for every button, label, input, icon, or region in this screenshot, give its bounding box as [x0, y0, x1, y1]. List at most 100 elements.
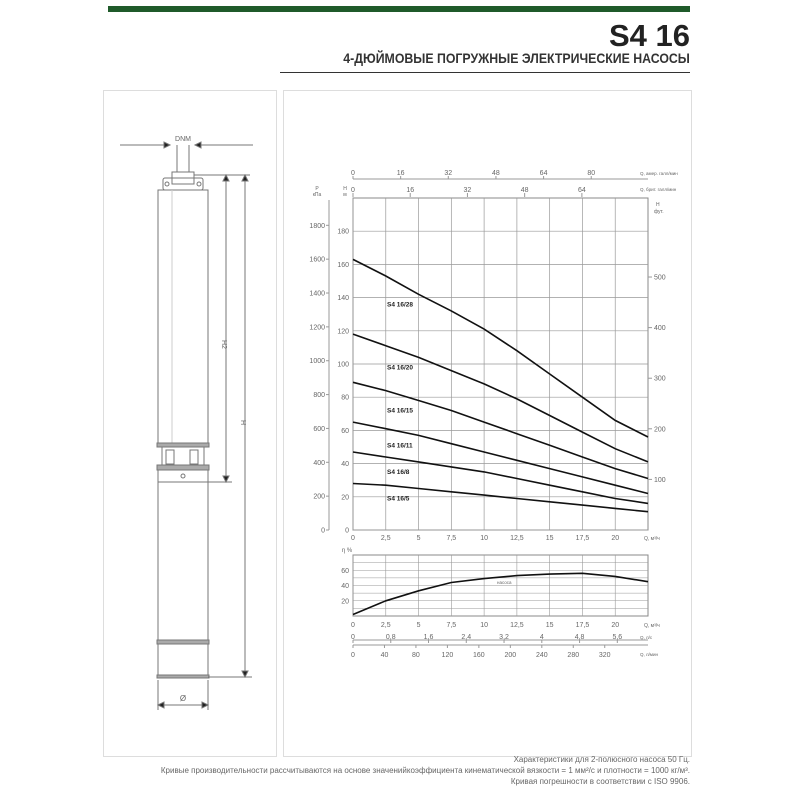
- lmin-tick-label: 280: [567, 652, 579, 659]
- curve-label: S4 16/20: [387, 364, 413, 371]
- pressure-tick-label: 800: [313, 392, 325, 399]
- ls-tick-label: 0,8: [386, 634, 396, 641]
- curve-s4-16-5: [352, 482, 649, 513]
- lmin-axis-label: Q, л/мин: [640, 652, 658, 657]
- efficiency-y-tick-label: 60: [341, 568, 349, 575]
- us-gpm-tick-label: 0: [351, 170, 355, 177]
- pressure-axis-unit: кПа: [313, 192, 322, 198]
- imp-gpm-tick-label: 32: [464, 187, 472, 194]
- pressure-tick-label: 1400: [309, 291, 325, 298]
- footnote: Кривые производительности рассчитываются…: [160, 766, 690, 775]
- efficiency-x-tick-label: 20: [611, 622, 619, 629]
- feet-tick-label: 100: [654, 477, 666, 484]
- efficiency-x-tick-label: 12,5: [510, 622, 524, 629]
- lmin-tick-label: 160: [473, 652, 485, 659]
- footnotes: Характеристики для 2-полюсного насоса 50…: [161, 754, 690, 787]
- efficiency-curve-label: насоса: [497, 580, 512, 585]
- efficiency-y-tick-label: 40: [341, 583, 349, 590]
- curve-s4-16-8: [352, 451, 649, 505]
- footnote: Кривая погрешности в соответствии с ISO …: [510, 777, 690, 786]
- efficiency-x-tick-label: 5: [417, 622, 421, 629]
- y-tick-label: 100: [337, 362, 349, 369]
- pressure-tick-label: 1000: [309, 358, 325, 365]
- drawing-panel: [103, 90, 277, 757]
- pressure-tick-label: 600: [313, 426, 325, 433]
- ls-tick-label: 4,8: [575, 634, 585, 641]
- y-tick-label: 120: [337, 328, 349, 335]
- ls-axis-label: Q, л/с: [640, 635, 653, 640]
- pressure-axis-label: P: [315, 186, 319, 192]
- efficiency-x-tick-label: 7,5: [446, 622, 456, 629]
- x-tick-label: 15: [546, 535, 554, 542]
- x-tick-label: 5: [417, 535, 421, 542]
- h2-label: H2: [220, 340, 227, 349]
- lmin-tick-label: 200: [504, 652, 516, 659]
- curve-label: S4 16/15: [387, 408, 413, 415]
- imp-gpm-axis-label: Q, брит. галл/мин: [640, 187, 677, 192]
- pressure-tick-label: 0: [321, 528, 325, 535]
- x-tick-label: 12,5: [510, 535, 524, 542]
- efficiency-x-tick-label: 2,5: [381, 622, 391, 629]
- feet-axis-label: H: [656, 202, 660, 208]
- y-tick-label: 20: [341, 494, 349, 501]
- y-tick-label: 180: [337, 229, 349, 236]
- pressure-tick-label: 1600: [309, 257, 325, 264]
- efficiency-y-tick-label: 20: [341, 598, 349, 605]
- curve-label: S4 16/11: [387, 442, 413, 449]
- ls-tick-label: 4: [540, 634, 544, 641]
- y-tick-label: 80: [341, 395, 349, 402]
- curve-label: S4 16/8: [387, 469, 410, 476]
- ls-tick-label: 1,6: [424, 634, 434, 641]
- us-gpm-tick-label: 48: [492, 170, 500, 177]
- lmin-tick-label: 80: [412, 652, 420, 659]
- curve-label: S4 16/28: [387, 301, 413, 308]
- efficiency-x-tick-label: 17,5: [576, 622, 590, 629]
- imp-gpm-tick-label: 0: [351, 187, 355, 194]
- us-gpm-tick-label: 32: [444, 170, 452, 177]
- chart-panel: [283, 90, 692, 757]
- x-tick-label: 17,5: [576, 535, 590, 542]
- feet-tick-label: 400: [654, 325, 666, 332]
- lmin-tick-label: 0: [351, 652, 355, 659]
- arrow-icon: [193, 141, 202, 149]
- y-tick-label: 40: [341, 461, 349, 468]
- diameter-label: Ø: [180, 694, 186, 703]
- curve-s4-16-11: [352, 421, 649, 495]
- curve-s4-16-28: [352, 258, 649, 438]
- imp-gpm-tick-label: 16: [406, 187, 414, 194]
- y-tick-label: 160: [337, 262, 349, 269]
- page-title: S4 16: [608, 18, 690, 53]
- dnm-label: DNM: [175, 136, 191, 143]
- us-gpm-axis-label: Q, амер. галл/мин: [640, 171, 678, 176]
- header-accent-bar: [108, 6, 690, 12]
- us-gpm-tick-label: 80: [587, 170, 595, 177]
- y-tick-label: 0: [345, 528, 349, 535]
- h-label: H: [239, 420, 246, 425]
- lmin-tick-label: 240: [536, 652, 548, 659]
- feet-tick-label: 300: [654, 376, 666, 383]
- ls-tick-label: 2,4: [461, 634, 471, 641]
- efficiency-x-tick-label: 10: [480, 622, 488, 629]
- imp-gpm-tick-label: 64: [578, 187, 586, 194]
- efficiency-curve: [352, 572, 649, 616]
- lmin-tick-label: 40: [381, 652, 389, 659]
- header-divider: [280, 72, 690, 73]
- x-tick-label: 20: [611, 535, 619, 542]
- efficiency-x-axis-label: Q, м³/ч: [644, 623, 660, 629]
- ls-tick-label: 3,2: [499, 634, 509, 641]
- us-gpm-tick-label: 16: [397, 170, 405, 177]
- feet-axis-unit: фут.: [654, 209, 664, 215]
- x-tick-label: 7,5: [446, 535, 456, 542]
- y-tick-label: 140: [337, 295, 349, 302]
- x-tick-label: 0: [351, 535, 355, 542]
- x-tick-label: 10: [480, 535, 488, 542]
- h-axis-label: H: [343, 186, 347, 192]
- feet-tick-label: 500: [654, 275, 666, 282]
- lmin-tick-label: 120: [442, 652, 454, 659]
- pressure-tick-label: 400: [313, 460, 325, 467]
- efficiency-x-tick-label: 0: [351, 622, 355, 629]
- pressure-tick-label: 200: [313, 494, 325, 501]
